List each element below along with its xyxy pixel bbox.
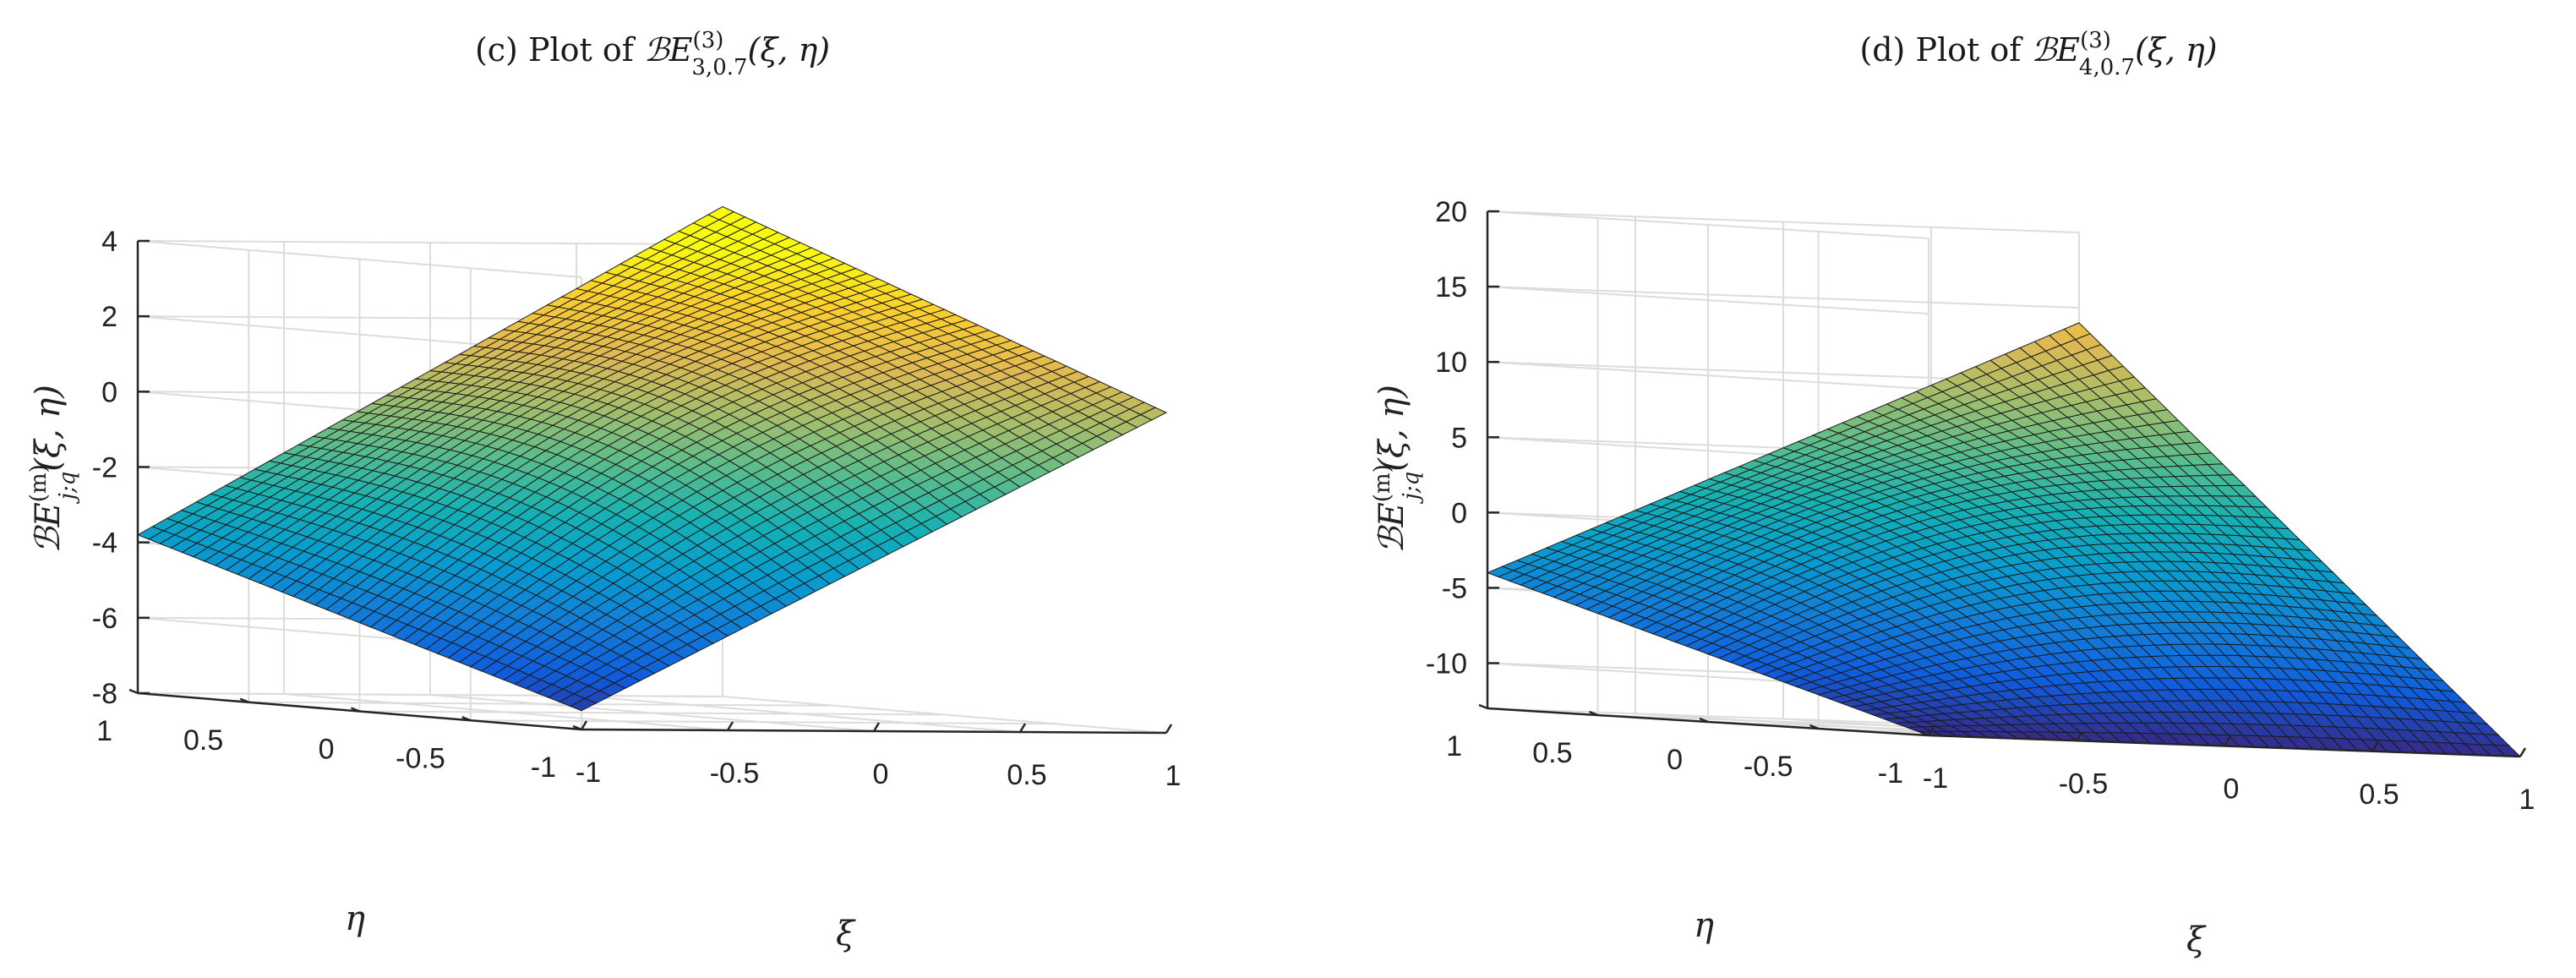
x-tick-label: -1 xyxy=(1923,762,1948,795)
panel-title: (d) Plot of ℬE(3) 4,0.7(ξ, η) xyxy=(1859,28,2217,80)
svg-text:ℬE(m)j;q(ξ, η): ℬE(m) j;q(ξ, η) xyxy=(1370,385,1424,554)
y-tick-label: -1 xyxy=(531,751,556,784)
y-tick-label: 0 xyxy=(1667,744,1683,776)
surface-mesh xyxy=(1486,322,2522,757)
y-tick-label: 0.5 xyxy=(183,724,223,757)
z-tick-label: -6 xyxy=(92,603,117,635)
z-tick-label: 4 xyxy=(101,226,117,258)
x-tick-label: -1 xyxy=(576,757,601,789)
y-axis-label: η xyxy=(1694,906,1714,945)
x-tick-label: -0.5 xyxy=(2059,768,2109,800)
x-tick-label: 1 xyxy=(2519,784,2535,816)
z-tick-label: 20 xyxy=(1435,196,1467,228)
surface-plot-c: -1 -0.5 0 0.5 1 -1 -0.5 0 0.5 1 -8 -6 -4 -2 0 2 4 ξ η ℬE(m)… xyxy=(26,28,1181,953)
surface-plot-d: -1 -0.5 0 0.5 1 -1 -0.5 0 0.5 1 -10 -5 0 5 10 15 20 ξ η ℬE(… xyxy=(1370,28,2535,959)
x-tick-label: 0 xyxy=(2224,773,2240,806)
z-tick-label: 2 xyxy=(101,301,117,333)
z-tick-label: -4 xyxy=(92,527,117,560)
z-tick-label: 0 xyxy=(101,376,117,408)
y-tick-label: 1 xyxy=(96,715,112,747)
z-tick-label: 10 xyxy=(1435,347,1467,379)
z-tick-label: -10 xyxy=(1426,648,1467,680)
y-tick-label: -0.5 xyxy=(1744,751,1793,783)
z-tick-label: 15 xyxy=(1435,271,1467,303)
y-tick-label: 1 xyxy=(1446,730,1462,762)
z-tick-label: -5 xyxy=(1442,572,1467,604)
x-tick-label: 0.5 xyxy=(1007,759,1046,791)
z-tick-label: -2 xyxy=(92,452,117,484)
y-tick-label: 0.5 xyxy=(1532,737,1572,769)
svg-text:ℬE(m)j;q(ξ, η): ℬE(m) j;q(ξ, η) xyxy=(26,385,80,554)
x-axis-label: ξ xyxy=(836,915,856,953)
y-tick-label: -0.5 xyxy=(396,742,445,774)
y-tick-label: -1 xyxy=(1878,757,1903,790)
x-tick-label: 0.5 xyxy=(2359,779,2399,811)
x-tick-label: -0.5 xyxy=(710,757,760,790)
y-tick-label: 0 xyxy=(319,734,335,766)
panel-title: (c) Plot of ℬE(3) 3,0.7(ξ, η) xyxy=(475,28,830,80)
x-tick-label: 0 xyxy=(873,758,889,790)
surface-mesh xyxy=(136,205,1168,712)
z-axis-label: ℬE(m) j;q(ξ, η) xyxy=(1370,385,1424,554)
z-tick-label: -8 xyxy=(92,678,117,710)
x-tick-label: 1 xyxy=(1165,760,1182,792)
z-tick-label: 0 xyxy=(1451,497,1467,529)
z-tick-label: 5 xyxy=(1451,422,1467,454)
z-axis-label: ℬE(m) j;q(ξ, η) xyxy=(26,385,80,554)
x-axis-label: ξ xyxy=(2186,921,2207,959)
y-axis-label: η xyxy=(345,899,365,938)
